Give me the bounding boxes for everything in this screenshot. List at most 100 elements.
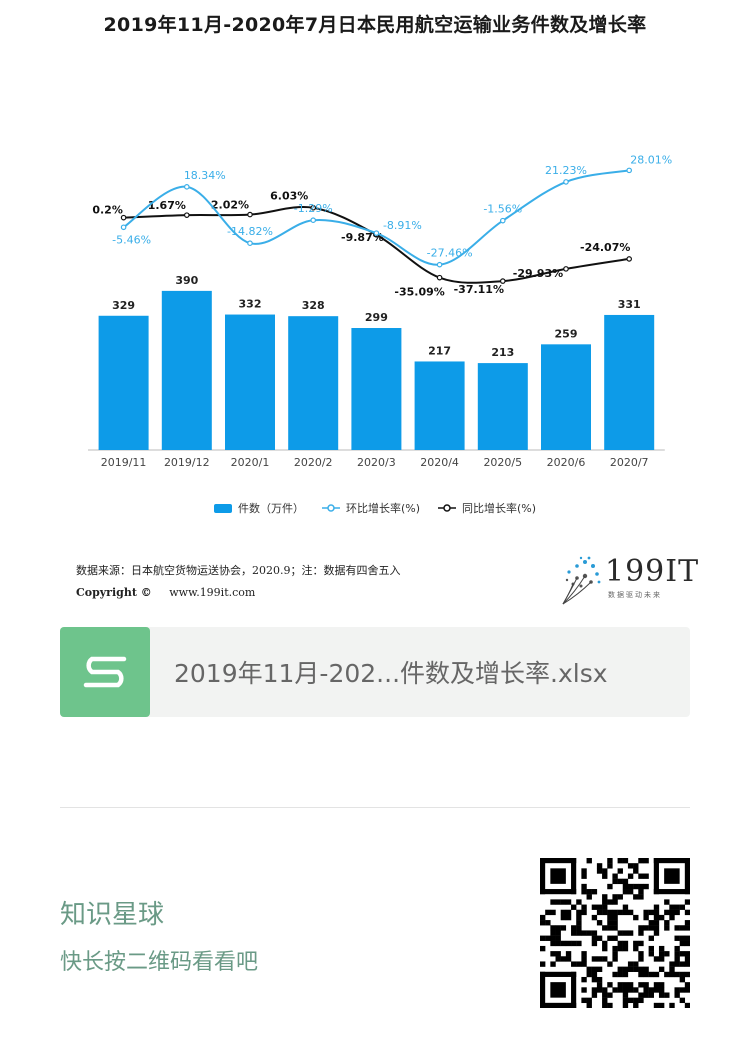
qr-module <box>643 925 649 931</box>
x-tick-label: 2020/2 <box>294 456 333 469</box>
mom-data-label: -5.46% <box>112 233 151 246</box>
qr-module <box>602 956 608 962</box>
copyright-label: Copyright © <box>76 586 152 599</box>
qr-module <box>664 992 670 998</box>
qr-module <box>643 873 649 879</box>
qr-module <box>684 920 690 926</box>
qr-module <box>684 956 690 962</box>
mom-series-line <box>123 169 630 266</box>
qr-module <box>638 925 644 931</box>
qr-module <box>617 945 623 952</box>
bar-value-label: 217 <box>428 344 451 357</box>
qr-module <box>684 951 690 957</box>
qr-module <box>664 909 670 916</box>
qr-module <box>602 909 608 916</box>
qr-module <box>560 956 567 962</box>
qr-module <box>581 997 587 1004</box>
yoy-data-label: 1.67% <box>148 199 186 212</box>
legend-label-count: 件数（万件） <box>237 502 304 515</box>
qr-module <box>602 987 608 993</box>
qr-module <box>648 971 654 978</box>
qr-module <box>560 899 567 905</box>
file-card[interactable]: 2019年11月-202...件数及增长率.xlsx <box>60 627 690 717</box>
qr-module <box>540 961 546 967</box>
x-tick-label: 2020/6 <box>547 456 586 469</box>
qr-module <box>581 883 587 890</box>
mom-data-label: -14.82% <box>227 225 273 238</box>
brand-logo: 199IT 数据驱动未来 <box>555 548 698 608</box>
qr-module <box>653 925 660 931</box>
qr-module <box>540 935 546 941</box>
qr-module <box>679 997 686 1004</box>
website-link[interactable]: www.199it.com <box>169 586 256 599</box>
qr-module <box>648 909 654 916</box>
bar-value-label: 259 <box>555 327 578 340</box>
qr-module <box>669 1002 675 1008</box>
qr-module <box>560 914 567 921</box>
qr-finder <box>540 971 546 1008</box>
qr-module <box>669 914 675 921</box>
qr-module <box>612 987 618 993</box>
qr-module <box>555 940 561 947</box>
mom-data-label: 28.01% <box>630 153 672 166</box>
qr-module <box>555 925 561 931</box>
qr-module <box>596 982 603 988</box>
mom-data-label: 21.23% <box>545 164 587 177</box>
qr-finder <box>571 971 577 1008</box>
qr-module <box>627 909 634 916</box>
yoy-point <box>310 204 317 211</box>
qr-module <box>617 971 623 978</box>
qr-module <box>674 951 680 957</box>
qr-module <box>571 940 577 947</box>
qr-module <box>674 956 680 962</box>
qr-module <box>607 992 613 998</box>
qr-module <box>658 987 665 993</box>
qr-module <box>638 883 644 890</box>
qr-module <box>581 930 587 936</box>
qr-module <box>653 971 660 978</box>
divider <box>60 807 690 808</box>
qr-module <box>586 930 592 936</box>
qr-module <box>565 909 572 916</box>
qr-module <box>555 956 561 962</box>
qr-module <box>602 873 608 879</box>
qr-module <box>653 956 660 962</box>
qr-module <box>602 997 608 1004</box>
qr-module <box>555 930 561 936</box>
qr-module <box>622 930 629 936</box>
planet-subtitle: 快长按二维码看看吧 <box>60 950 259 975</box>
qr-module <box>550 961 556 967</box>
qr-module <box>674 935 680 941</box>
qr-module <box>560 925 567 931</box>
qr-module <box>612 894 618 900</box>
qr-module <box>684 971 690 978</box>
qr-module <box>607 982 613 988</box>
bar <box>225 314 275 450</box>
qr-module <box>586 966 592 972</box>
bar-value-label: 329 <box>112 299 135 312</box>
mom-point <box>373 230 380 236</box>
qr-module <box>565 940 572 947</box>
qr-module <box>622 904 629 910</box>
qr-module <box>622 945 629 952</box>
qr-module <box>669 909 675 916</box>
yoy-data-label: -24.07% <box>580 241 630 254</box>
qr-module <box>607 1002 613 1008</box>
qr-module <box>633 863 639 869</box>
qr-module <box>622 987 629 993</box>
qr-finder <box>540 889 577 895</box>
qr-module <box>664 971 670 978</box>
qr-module <box>633 883 639 890</box>
qr-module <box>658 956 665 962</box>
qr-module <box>648 951 654 957</box>
qr-module <box>638 956 644 962</box>
qr-module <box>653 930 660 936</box>
qr-code[interactable] <box>540 858 690 1008</box>
qr-module <box>607 920 613 926</box>
qr-module <box>653 1002 660 1008</box>
qr-module <box>565 951 572 957</box>
qr-module <box>622 1002 629 1008</box>
qr-module <box>550 925 556 931</box>
qr-module <box>658 992 665 998</box>
qr-module <box>576 925 582 931</box>
